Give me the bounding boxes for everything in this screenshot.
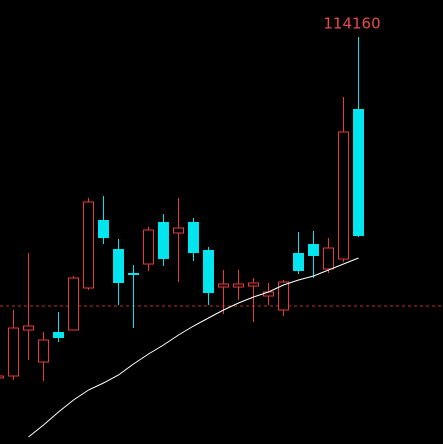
- candle-body: [338, 131, 349, 260]
- candle-body: [143, 229, 154, 265]
- candle-body: [128, 273, 139, 275]
- candle-body: [173, 227, 184, 234]
- candle-body: [233, 283, 244, 288]
- candle-body: [323, 247, 334, 270]
- candle-body: [83, 201, 94, 289]
- candle-body: [263, 291, 274, 297]
- candle-body: [353, 109, 364, 236]
- candle-body: [53, 332, 64, 338]
- candle-body: [113, 249, 124, 283]
- moving-average: [28, 257, 359, 438]
- candle-body: [98, 220, 109, 238]
- candle-body: [38, 339, 49, 363]
- candle-body: [218, 283, 229, 288]
- candle-body: [0, 375, 4, 379]
- high-label: 114160: [323, 15, 380, 33]
- candle-body: [68, 277, 79, 331]
- candle-body: [188, 222, 199, 253]
- candle-body: [248, 282, 259, 287]
- candle-body: [158, 222, 169, 259]
- candle-body: [293, 253, 304, 271]
- candle-body: [308, 244, 319, 256]
- candle-body: [278, 281, 289, 311]
- candle-body: [23, 325, 34, 331]
- candle-body: [203, 250, 214, 293]
- candle-body: [8, 327, 19, 377]
